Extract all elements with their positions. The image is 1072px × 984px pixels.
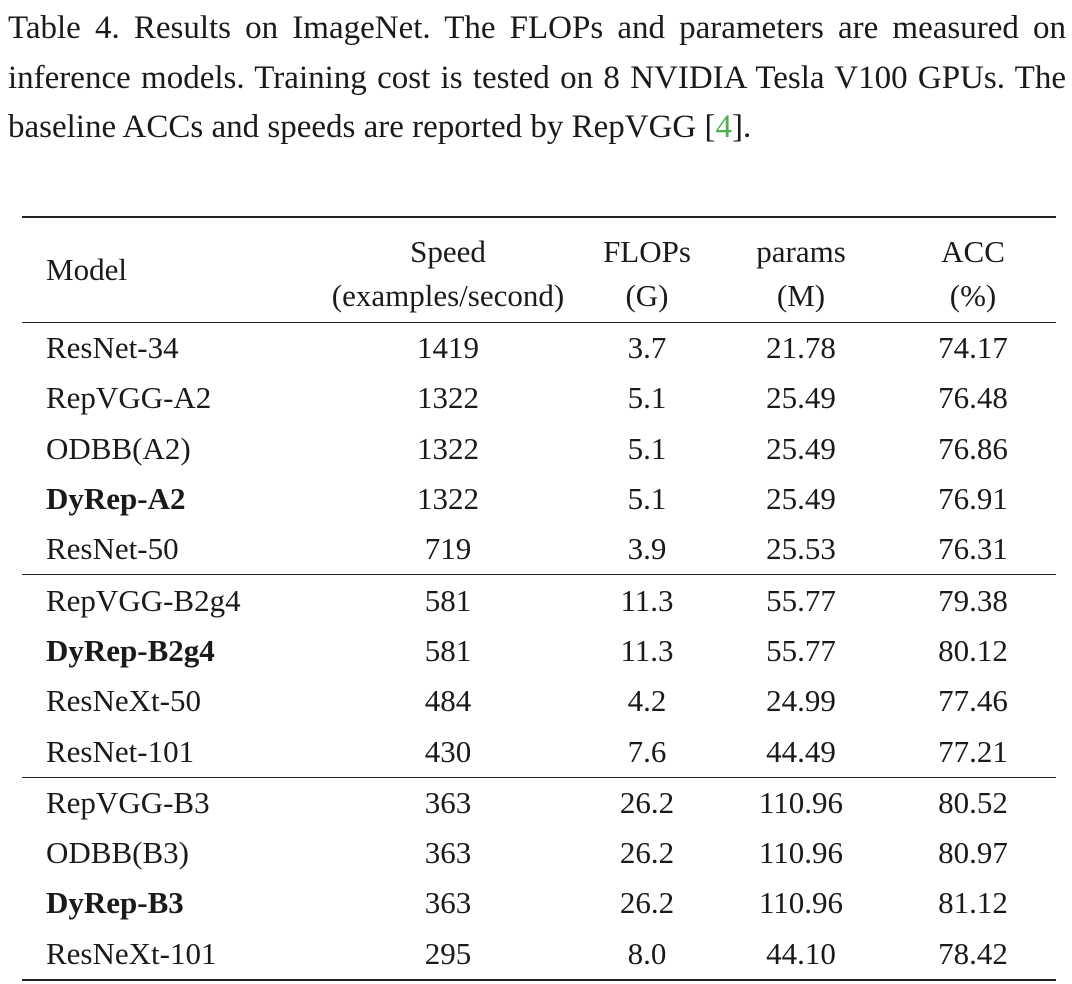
cell-params: 55.77 [766,582,836,618]
table-row: ODBB(B3) 363 26.2 110.96 80.97 [22,828,1056,878]
cell-model: RepVGG-A2 [46,380,212,416]
cell-flops: 26.2 [619,835,675,871]
cell-model: DyRep-B2g4 [46,632,215,668]
table-row: ResNeXt-50 484 4.2 24.99 77.46 [22,676,1056,726]
cell-speed: 295 [424,935,472,971]
header-speed: Speed [410,234,486,269]
citation-link[interactable]: 4 [715,109,733,145]
caption-suffix: ]. [732,109,752,145]
cell-speed: 719 [424,531,472,567]
cell-acc: 77.21 [938,733,1008,769]
cell-acc: 76.91 [938,481,1008,517]
cell-params: 25.49 [766,430,836,466]
header-speed-unit: (examples/second) [331,278,565,313]
cell-params: 25.49 [766,481,836,517]
table-row: ResNeXt-101 295 8.0 44.10 78.42 [22,929,1056,980]
cell-params: 24.99 [766,683,836,719]
header-params: params [756,234,846,269]
header-acc: ACC [941,234,1005,269]
table-row: ResNet-101 430 7.6 44.49 77.21 [22,726,1056,777]
cell-params: 44.10 [766,935,836,971]
table-row: DyRep-B2g4 581 11.3 55.77 80.12 [22,626,1056,676]
cell-model: ODBB(B3) [46,835,189,871]
cell-params: 44.49 [766,733,836,769]
header-row-2: (examples/second) (G) (M) (%) [22,270,1056,323]
results-table: Model Speed FLOPs params ACC (examples/s… [22,216,1056,981]
cell-flops: 8.0 [627,935,667,971]
cell-speed: 1419 [417,330,479,366]
cell-acc: 79.38 [938,582,1008,618]
cell-acc: 80.52 [938,784,1008,820]
cell-params: 110.96 [758,835,844,871]
header-flops: FLOPs [603,234,691,269]
table-row: RepVGG-B3 363 26.2 110.96 80.52 [22,777,1056,828]
table-row: RepVGG-A2 1322 5.1 25.49 76.48 [22,373,1056,423]
cell-params: 110.96 [758,885,844,921]
cell-acc: 78.42 [938,935,1008,971]
cell-params: 110.96 [758,784,844,820]
cell-flops: 5.1 [627,481,667,517]
cell-model: ResNet-50 [46,531,179,567]
cell-speed: 1322 [417,430,479,466]
cell-model: ResNet-34 [46,330,179,366]
cell-flops: 5.1 [627,380,667,416]
cell-speed: 581 [424,632,472,668]
cell-flops: 7.6 [627,733,667,769]
cell-model: ResNeXt-50 [46,683,201,719]
cell-acc: 76.31 [938,531,1008,567]
cell-model: ResNeXt-101 [46,935,217,971]
cell-acc: 77.46 [938,683,1008,719]
cell-speed: 363 [424,885,472,921]
cell-params: 21.78 [766,330,836,366]
table-row: DyRep-A2 1322 5.1 25.49 76.91 [22,474,1056,524]
cell-acc: 81.12 [938,885,1008,921]
cell-params: 25.53 [766,531,836,567]
cell-speed: 430 [424,733,472,769]
cell-model: DyRep-B3 [46,885,184,921]
table-row: DyRep-B3 363 26.2 110.96 81.12 [22,878,1056,928]
cell-params: 25.49 [766,380,836,416]
cell-acc: 76.48 [938,380,1008,416]
cell-flops: 26.2 [619,885,675,921]
cell-flops: 11.3 [620,582,674,618]
table-row: ResNet-50 719 3.9 25.53 76.31 [22,524,1056,575]
header-row-1: Model Speed FLOPs params ACC [22,217,1056,287]
cell-flops: 26.2 [619,784,675,820]
caption-text: Table 4. Results on ImageNet. The FLOPs … [8,10,1066,145]
cell-flops: 4.2 [627,683,667,719]
cell-model: ResNet-101 [46,733,195,769]
cell-speed: 363 [424,835,472,871]
cell-acc: 80.12 [938,632,1008,668]
header-acc-unit: (%) [949,278,997,313]
cell-flops: 3.7 [627,330,667,366]
cell-model: RepVGG-B3 [46,784,210,820]
cell-speed: 363 [424,784,472,820]
cell-acc: 76.86 [938,430,1008,466]
cell-model: DyRep-A2 [46,481,186,517]
cell-model: ODBB(A2) [46,430,191,466]
cell-params: 55.77 [766,632,836,668]
table-row: ResNet-34 1419 3.7 21.78 74.17 [22,322,1056,374]
table-caption: Table 4. Results on ImageNet. The FLOPs … [8,4,1066,153]
cell-speed: 1322 [417,380,479,416]
cell-speed: 581 [424,582,472,618]
cell-speed: 1322 [417,481,479,517]
cell-flops: 3.9 [627,531,667,567]
header-flops-unit: (G) [625,278,669,313]
table-row: ODBB(A2) 1322 5.1 25.49 76.86 [22,424,1056,474]
cell-flops: 11.3 [620,632,674,668]
cell-acc: 74.17 [938,330,1008,366]
header-model: Model [46,252,127,287]
cell-model: RepVGG-B2g4 [46,582,241,618]
header-params-unit: (M) [776,278,826,313]
cell-speed: 484 [424,683,472,719]
table-row: RepVGG-B2g4 581 11.3 55.77 79.38 [22,574,1056,626]
cell-flops: 5.1 [627,430,667,466]
cell-acc: 80.97 [938,835,1008,871]
